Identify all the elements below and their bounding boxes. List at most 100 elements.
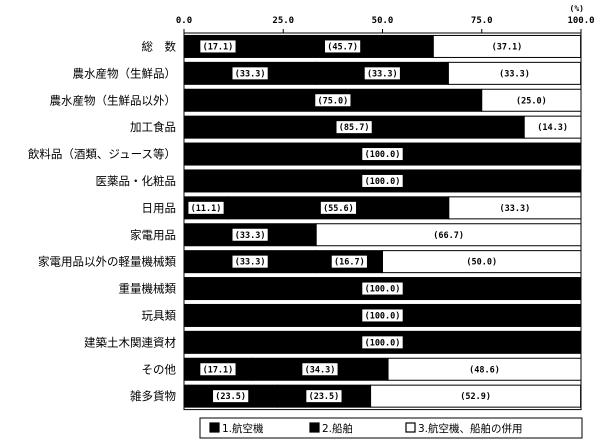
data-label: (100.0) (365, 285, 401, 295)
bar-row: 重量機械類 (100.0) (119, 277, 582, 301)
category-label: 医薬品・化粧品 (96, 174, 177, 188)
x-tick-label: 100.0 (567, 16, 594, 26)
data-label-background (362, 336, 403, 349)
data-label-background (232, 67, 268, 80)
data-label: (75.0) (318, 96, 349, 106)
data-label-background (188, 201, 224, 214)
data-label: (100.0) (365, 150, 401, 160)
data-label: (23.5) (215, 392, 246, 402)
data-label: (100.0) (365, 338, 401, 348)
data-label: (52.9) (460, 392, 491, 402)
data-label: (33.3) (235, 69, 266, 79)
data-label: (100.0) (365, 177, 401, 187)
legend-label: 2.船舶 (322, 422, 353, 435)
data-label: (100.0) (365, 311, 401, 321)
bar-row: 飲料品（酒類、ジュース等） (100.0) (28, 142, 582, 166)
data-label-background (213, 390, 249, 403)
bar-row: その他 (17.1) (34.3) (48.6) (142, 357, 582, 381)
data-label-background (466, 363, 503, 376)
category-label: 家電用品 (130, 228, 176, 242)
x-tick-label: 0.0 (176, 16, 192, 26)
category-label: 重量機械類 (119, 282, 177, 296)
bar-row: 総 数 (17.1) (45.7) (37.1) (142, 34, 582, 58)
data-label-background (320, 201, 357, 214)
data-label-background (362, 282, 403, 295)
category-label: 総 数 (142, 39, 177, 53)
data-label: (17.1) (203, 365, 234, 375)
data-label-background (325, 40, 361, 53)
data-label-background (302, 363, 338, 376)
legend-label: 3.航空機、船舶の併用 (418, 422, 523, 435)
data-label: (55.6) (323, 204, 354, 214)
data-label-background (232, 255, 268, 268)
bar-row: 建築土木関連資材 (100.0) (84, 330, 582, 354)
category-label: その他 (142, 362, 177, 376)
bar-rows: 総 数 (17.1) (45.7) (37.1) 農水産物（生鮮品） (33.3) (33.… (28, 34, 582, 408)
data-label: (33.3) (499, 69, 530, 79)
bar-row: 日用品 (11.1) (55.6) (33.3) (142, 196, 582, 220)
data-label-background (513, 94, 549, 107)
legend: 1.航空機 2.船舶 3.航空機、船舶の併用 (199, 417, 583, 439)
data-label: (85.7) (339, 123, 370, 133)
data-label-background (496, 67, 533, 80)
category-label: 建築土木関連資材 (84, 335, 176, 349)
data-label: (34.3) (305, 365, 336, 375)
bar-row: 加工食品 (85.7) (14.3) (130, 115, 582, 139)
x-tick-label: 75.0 (471, 16, 493, 26)
data-label-background (232, 228, 268, 241)
category-label: 飲料品（酒類、ジュース等） (28, 147, 176, 161)
x-tick-label: 25.0 (272, 16, 294, 26)
data-label: (66.7) (433, 231, 464, 241)
bar-row: 玩具類 (100.0) (142, 303, 582, 327)
data-label-background (200, 40, 236, 53)
data-label: (33.3) (367, 69, 398, 79)
data-label-background (362, 174, 403, 187)
data-label-background (331, 255, 367, 268)
bar-row: 農水産物（生鮮品） (33.3) (33.3) (33.3) (73, 61, 582, 85)
data-label-background (364, 67, 400, 80)
data-label-background (362, 309, 403, 322)
data-label: (17.1) (203, 42, 234, 52)
legend-swatch (209, 422, 220, 433)
plot-frame (183, 32, 582, 411)
data-label-background (497, 201, 533, 214)
data-label-background (535, 121, 571, 134)
data-label: (33.3) (235, 231, 266, 241)
bar-row: 家電用品以外の軽量機械類 (33.3) (16.7) (50.0) (38, 250, 582, 274)
legend-swatch (309, 422, 320, 433)
data-label: (14.3) (537, 123, 568, 133)
category-label: 加工食品 (130, 120, 176, 134)
data-label-background (336, 121, 372, 134)
category-label: 日用品 (142, 201, 177, 215)
data-label-background (315, 94, 351, 107)
data-label-background (431, 228, 467, 241)
data-label-background (362, 148, 403, 161)
category-label: 農水産物（生鮮品） (73, 66, 177, 80)
unit-label: (%) (570, 4, 584, 13)
data-label: (48.6) (469, 365, 500, 375)
bar-row: 農水産物（生鮮品以外） (75.0) (25.0) (50, 88, 582, 112)
category-label: 家電用品以外の軽量機械類 (38, 255, 176, 269)
bar-row: 雑多貨物 (23.5) (23.5) (52.9) (130, 384, 582, 408)
data-label-background (200, 363, 236, 376)
data-label-background (306, 390, 342, 403)
data-label: (45.7) (327, 42, 358, 52)
data-label-background (489, 40, 525, 53)
category-label: 農水産物（生鮮品以外） (50, 93, 177, 107)
data-label: (25.0) (516, 96, 547, 106)
x-axis-ticks: 0.0 25.0 50.0 75.0 100.0 (176, 16, 595, 33)
data-label: (16.7) (334, 258, 365, 268)
data-label: (11.1) (191, 204, 222, 214)
data-label: (33.3) (500, 204, 531, 214)
data-label: (33.3) (235, 258, 266, 268)
data-label-background (464, 255, 500, 268)
x-tick-label: 50.0 (372, 16, 394, 26)
bar-row: 家電用品 (33.3) (66.7) (130, 223, 582, 247)
data-label: (50.0) (466, 258, 497, 268)
data-label: (37.1) (492, 42, 523, 52)
legend-swatch (405, 422, 416, 433)
bar-row: 医薬品・化粧品 (100.0) (96, 169, 582, 193)
legend-label: 1.航空機 (222, 422, 264, 435)
legend-frame (199, 417, 583, 439)
